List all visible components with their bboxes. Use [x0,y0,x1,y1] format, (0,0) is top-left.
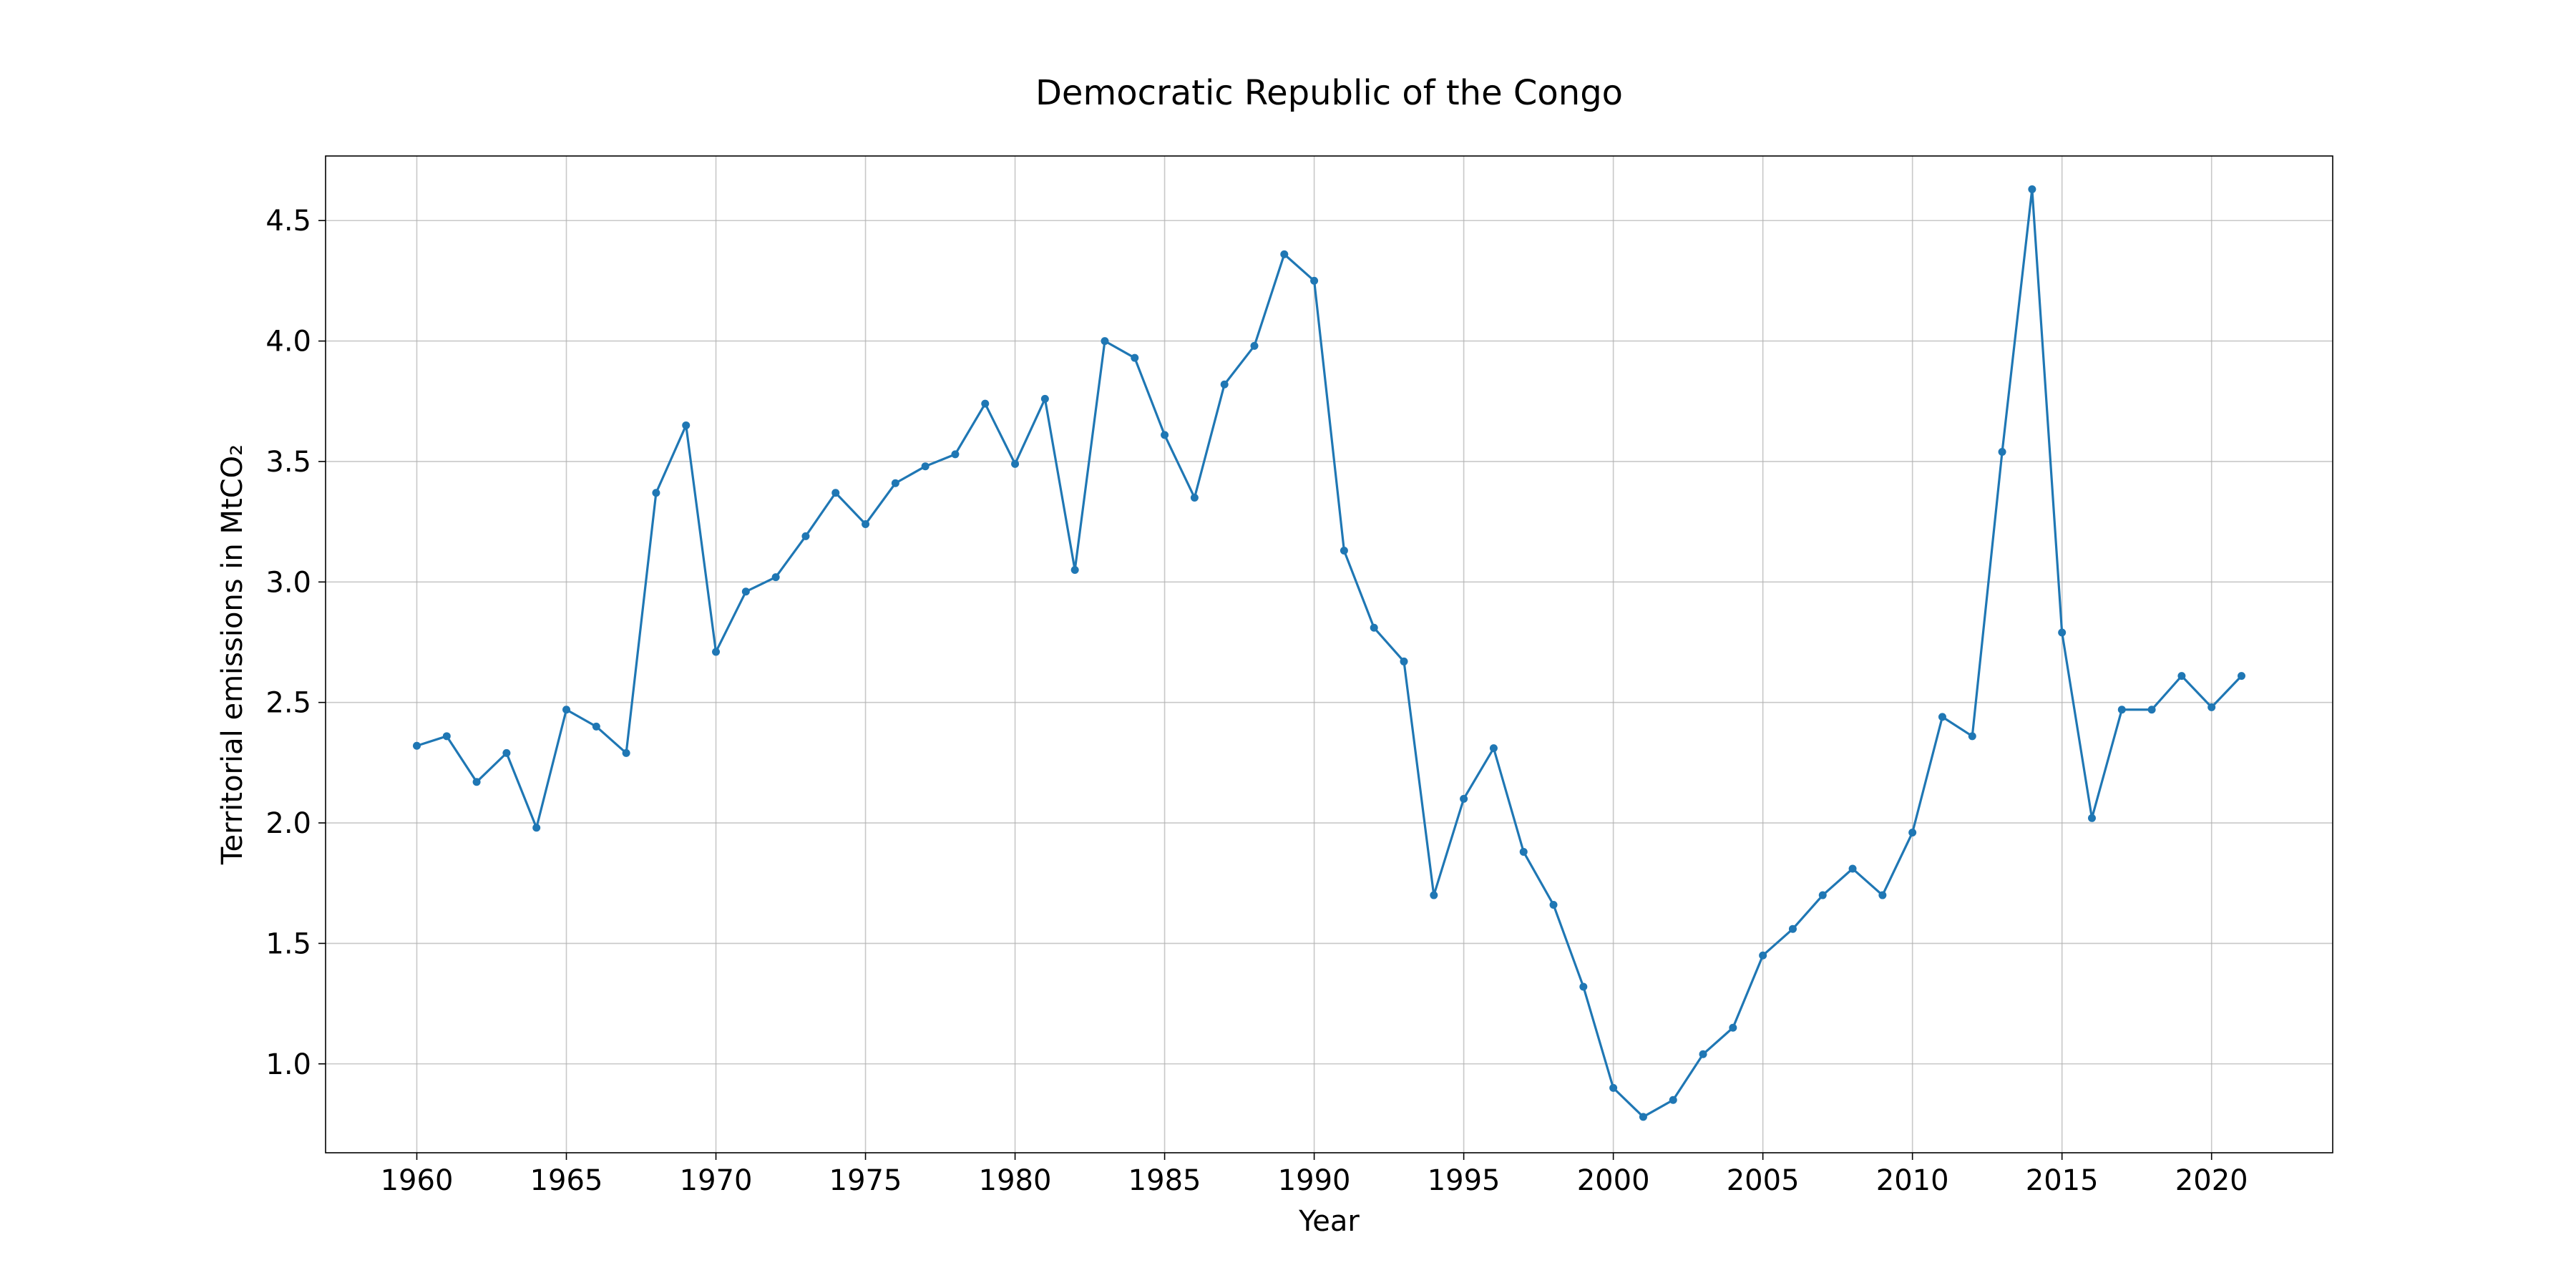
data-point [442,732,451,741]
data-point [1460,794,1468,803]
data-point [1639,1113,1647,1121]
x-tick-label: 1990 [1278,1164,1351,1197]
chart-title: Democratic Republic of the Congo [1035,73,1623,113]
data-point [831,489,840,497]
data-point [682,421,691,429]
data-point [1250,341,1259,350]
data-point [562,706,571,714]
data-point [1190,493,1199,502]
data-point [1968,732,1976,741]
series-layer [413,185,2245,1121]
data-point [1131,353,1139,362]
x-axis-label: Year [1298,1205,1360,1238]
y-tick-label: 1.0 [265,1048,311,1081]
data-point [1699,1050,1707,1058]
y-tick-label: 4.0 [265,326,311,358]
data-point [1788,924,1797,933]
data-point [532,824,541,832]
data-point [862,520,870,529]
data-point [891,479,899,487]
data-point [1101,337,1109,346]
x-tick-label: 1970 [680,1164,753,1197]
data-point [1998,447,2006,456]
data-point [1280,250,1289,258]
series-line [416,187,2243,1118]
data-point [1818,891,1827,899]
data-point [2207,703,2216,711]
data-point [1340,547,1348,555]
data-point [502,748,511,757]
x-tick-label: 1985 [1128,1164,1201,1197]
data-point [652,489,660,497]
data-point [741,587,750,596]
y-tick-label: 4.5 [265,205,311,238]
data-point [1220,380,1229,389]
data-point [1848,864,1857,873]
x-tick-label: 2015 [2026,1164,2099,1197]
x-tick-label: 2010 [1876,1164,1949,1197]
data-point [1310,276,1319,285]
data-point [1908,829,1917,837]
data-point [1669,1096,1677,1104]
data-point [2117,706,2126,714]
x-tick-label: 1975 [829,1164,902,1197]
data-point [413,741,421,750]
data-point [2087,814,2096,822]
y-tick-label: 2.5 [265,687,311,720]
data-point [1729,1023,1737,1032]
data-point [1579,982,1588,991]
x-tick-label: 1995 [1428,1164,1501,1197]
y-axis-label: Territorial emissions in MtCO₂ [216,444,249,865]
y-tick-label: 1.5 [265,927,311,960]
data-point [921,462,930,471]
data-point [801,532,810,540]
data-point [2028,185,2036,193]
data-point [1938,713,1946,721]
data-point [1040,394,1049,403]
x-tick-label: 1960 [381,1164,454,1197]
y-tick-label: 3.0 [265,566,311,599]
data-point [1519,847,1528,856]
data-point [2058,628,2067,637]
data-point [1070,565,1079,574]
data-point [1400,657,1408,665]
data-point [1609,1083,1618,1092]
y-tick-label: 3.5 [265,446,311,479]
plot-area-frame [325,155,2333,1153]
x-tick-label: 1980 [979,1164,1052,1197]
x-tick-label: 1965 [530,1164,603,1197]
data-point [1011,459,1020,468]
data-point [1161,431,1169,439]
y-tick-label: 2.0 [265,807,311,840]
data-point [981,399,990,408]
data-point [2147,706,2156,714]
data-point [2177,672,2186,680]
data-point [1430,891,1438,899]
x-tick-label: 2000 [1577,1164,1650,1197]
data-point [1489,744,1498,753]
data-point [1878,891,1887,899]
data-point [1370,623,1378,632]
data-point [472,778,481,786]
data-point [592,722,600,731]
data-point [1549,901,1558,909]
data-point [1759,951,1767,960]
data-point [712,648,721,656]
data-point [951,450,960,459]
data-point [2238,672,2245,680]
data-point [771,573,780,582]
x-tick-label: 2005 [1727,1164,1800,1197]
x-tick-label: 2020 [2175,1164,2248,1197]
grid-lines [326,156,2333,1153]
data-point [622,748,630,757]
axis-ticks: 1960 1965 1970 1975 1980 1985 1990 1995 2000 2005… [265,205,2248,1197]
